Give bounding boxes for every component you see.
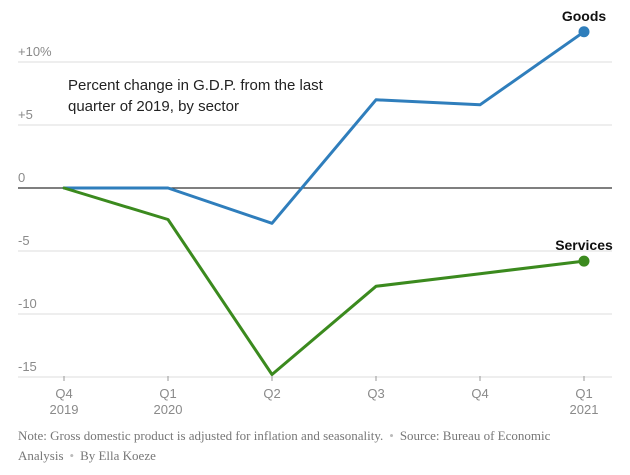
y-tick-label: 0 — [18, 170, 25, 185]
x-tick-year: 2019 — [50, 402, 79, 417]
y-tick-label: +5 — [18, 107, 33, 122]
y-tick-label: +10% — [18, 44, 52, 59]
series-end-point-goods — [578, 26, 590, 38]
y-axis-ticks: +10% +5 0 -5 -10 -15 — [18, 44, 52, 374]
x-tick-year: 2021 — [570, 402, 599, 417]
footnote-byline: By Ella Koeze — [80, 448, 156, 463]
x-tick-quarter: Q1 — [575, 386, 592, 401]
chart-subtitle: Percent change in G.D.P. from the last q… — [68, 77, 323, 115]
x-tick-quarter: Q4 — [471, 386, 488, 401]
footnote-note: Note: Gross domestic product is adjusted… — [18, 428, 384, 443]
footnote: Note: Gross domestic product is adjusted… — [18, 426, 618, 466]
x-tick-year: 2020 — [154, 402, 183, 417]
series-lines — [62, 26, 590, 376]
x-tick-quarter: Q3 — [367, 386, 384, 401]
series-end-point-services — [578, 255, 590, 267]
x-tick-quarter: Q1 — [159, 386, 176, 401]
x-tick-quarter: Q4 — [55, 386, 72, 401]
footnote-separator-1: • — [389, 428, 394, 443]
x-tick-quarter: Q2 — [263, 386, 280, 401]
y-tick-label: -5 — [18, 233, 30, 248]
y-tick-label: -10 — [18, 296, 37, 311]
series-labels: Goods Services — [555, 8, 613, 253]
footnote-separator-2: • — [69, 448, 75, 463]
footnote-source: Source: Bureau of Economic Analysis — [18, 428, 551, 463]
series-line-services — [62, 186, 586, 376]
series-label-services: Services — [555, 237, 613, 253]
y-tick-label: -15 — [18, 359, 37, 374]
series-label-goods: Goods — [562, 8, 607, 24]
series-line-goods — [62, 30, 586, 225]
